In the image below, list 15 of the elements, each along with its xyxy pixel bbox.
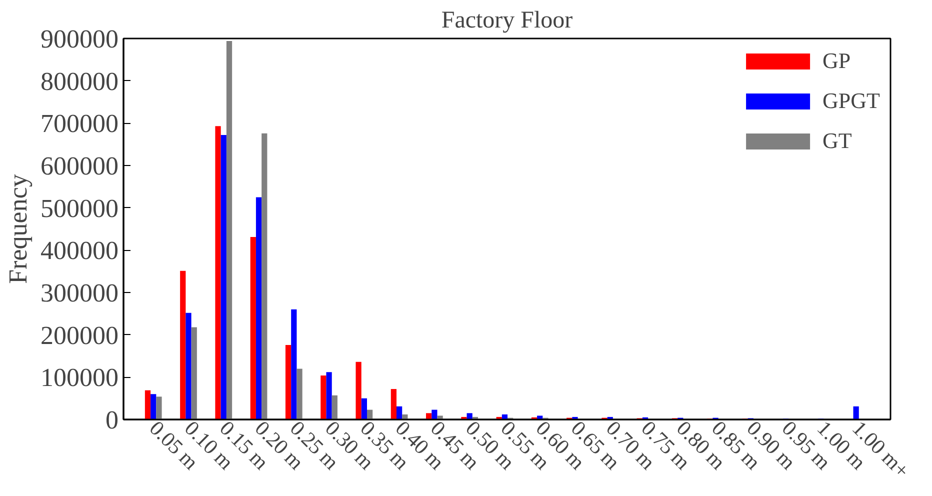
y-tick-label: 700000 (40, 109, 118, 138)
y-tick-label: 0 (106, 406, 118, 434)
legend-label: GT (822, 128, 852, 154)
legend-label: GPGT (822, 88, 880, 114)
y-tick-label: 100000 (40, 363, 118, 392)
y-tick-label: 200000 (40, 320, 118, 350)
y-tick-label: 600000 (40, 152, 118, 180)
y-tick-label: 800000 (40, 66, 118, 96)
y-tick-label: 400000 (40, 236, 118, 266)
chart-title: Factory Floor (441, 8, 573, 34)
legend-label: GP (822, 48, 851, 74)
y-tick-label: 500000 (40, 194, 118, 223)
y-axis-title: Frequency (4, 174, 32, 284)
y-tick-label: 300000 (40, 278, 118, 308)
y-tick-label: 900000 (40, 24, 118, 54)
